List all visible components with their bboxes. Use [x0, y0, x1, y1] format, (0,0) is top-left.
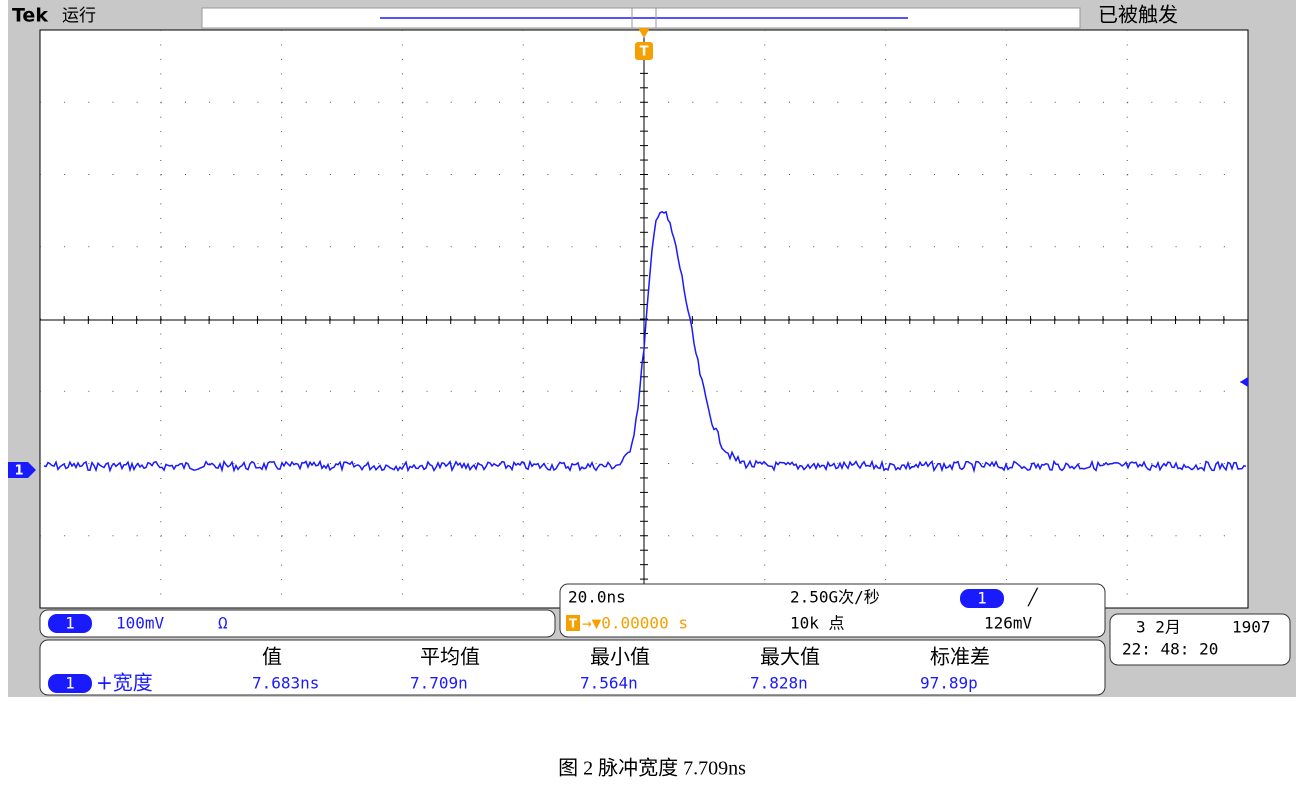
time: 22: 48: 20: [1122, 640, 1218, 659]
ground-marker-box: [8, 462, 36, 478]
sample-rate: 2.50G次/秒: [790, 588, 880, 607]
channel-scale: 100mV: [116, 614, 165, 633]
channel-badge: 1: [65, 614, 75, 633]
measurement-header: 标准差: [930, 645, 990, 669]
measurement-label: +宽度: [96, 671, 153, 695]
trigger-marker: T: [640, 45, 649, 60]
datetime-panel: [1109, 613, 1291, 666]
waveform: [43, 210, 1247, 474]
measurement-value: 97.89p: [920, 674, 978, 693]
caption: 图 2 脉冲宽度 7.709ns: [558, 757, 746, 780]
measurement-source: 1: [65, 674, 75, 693]
measurement-table: 值 平均值 最小值 最大值 标准差 1 +宽度 7.683ns 7.709n 7.564n 7.82…: [48, 645, 990, 695]
year: 1907: [1232, 618, 1271, 637]
trigger-icon: T: [569, 617, 578, 631]
trigger-slope: ╱: [1027, 588, 1039, 607]
measurement-header: 最大值: [760, 645, 820, 669]
measurement-value: 7.828n: [750, 674, 808, 693]
trigger-arrow: [638, 28, 650, 38]
trigger-source: 1: [977, 589, 987, 608]
measurement-value: 7.709n: [410, 674, 468, 693]
trigger-source-pill: [960, 589, 1004, 608]
ground-marker: 1: [14, 464, 23, 479]
source-pill: [48, 674, 92, 693]
measurement-header: 最小值: [590, 645, 650, 669]
trigger-icon-box: [566, 615, 580, 631]
trigger-position: →▼0.00000 s: [582, 614, 688, 633]
measurement-header: 值: [262, 645, 282, 669]
trigger-state: 已被触发: [1098, 3, 1178, 27]
trigger-marker-box: [635, 42, 653, 60]
measurement-header: 平均值: [420, 645, 480, 669]
trigger-level: 126mV: [984, 614, 1033, 633]
record-length: 10k 点: [790, 614, 845, 633]
date: 3 2月: [1136, 618, 1181, 637]
run-status: 运行: [62, 6, 96, 26]
measurement-value: 7.564n: [580, 674, 638, 693]
measurement-value: 7.683ns: [252, 674, 319, 693]
brand: Tek: [12, 5, 48, 27]
channel-panel: [39, 609, 556, 638]
grid: [39, 29, 1248, 609]
measurement-panel: [39, 639, 1106, 696]
channel-badge-pill: [48, 614, 92, 633]
timebase-scale: 20.0ns: [568, 588, 626, 607]
channel-termination: Ω: [218, 614, 228, 633]
